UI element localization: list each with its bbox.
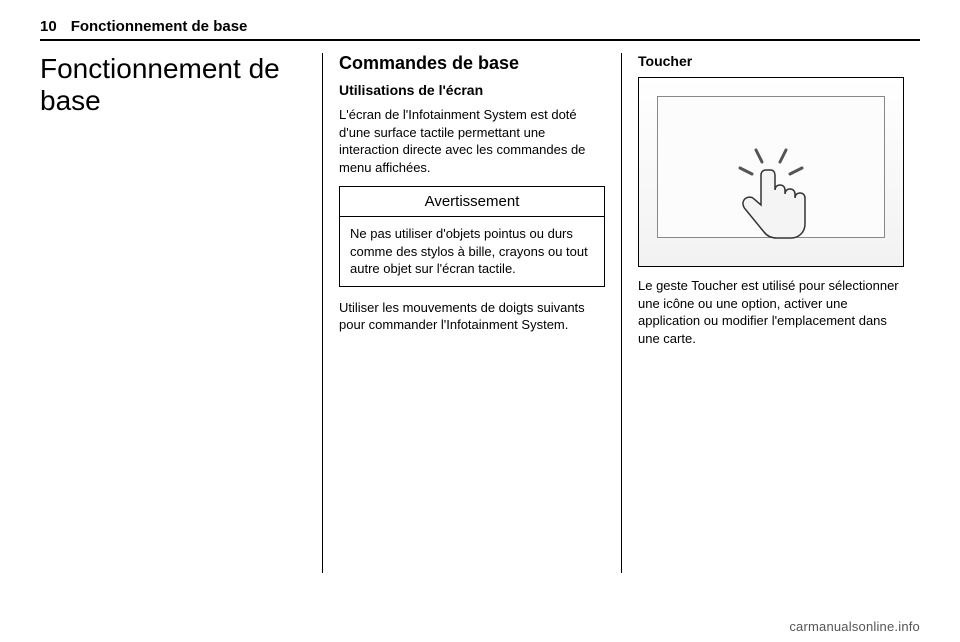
chapter-title: Fonctionnement de base bbox=[40, 53, 306, 117]
section-title: Fonctionnement de base bbox=[71, 18, 248, 35]
para-screen-desc: L'écran de l'Infotainment System est dot… bbox=[339, 106, 605, 176]
page-header: 10 Fonctionnement de base bbox=[40, 18, 920, 41]
page-number: 10 bbox=[40, 18, 57, 35]
column-1: Fonctionnement de base bbox=[40, 53, 323, 573]
column-2: Commandes de base Utilisations de l'écra… bbox=[323, 53, 622, 573]
hand-icon bbox=[716, 144, 826, 274]
footer-watermark: carmanualsonline.info bbox=[789, 619, 920, 634]
warning-title: Avertissement bbox=[340, 187, 604, 217]
columns: Fonctionnement de base Commandes de base… bbox=[40, 53, 920, 573]
heading-utilisations: Utilisations de l'écran bbox=[339, 82, 605, 98]
warning-box: Avertissement Ne pas utiliser d'objets p… bbox=[339, 186, 605, 287]
warning-body: Ne pas utiliser d'objets pointus ou durs… bbox=[340, 217, 604, 286]
heading-toucher: Toucher bbox=[638, 53, 904, 69]
column-3: Toucher Le geste Toucher est u bbox=[622, 53, 920, 573]
touch-illustration bbox=[638, 77, 904, 267]
heading-commandes: Commandes de base bbox=[339, 53, 605, 74]
para-gestures: Utiliser les mouvements de doigts suivan… bbox=[339, 299, 605, 334]
touch-caption: Le geste Toucher est utilisé pour sélect… bbox=[638, 277, 904, 347]
